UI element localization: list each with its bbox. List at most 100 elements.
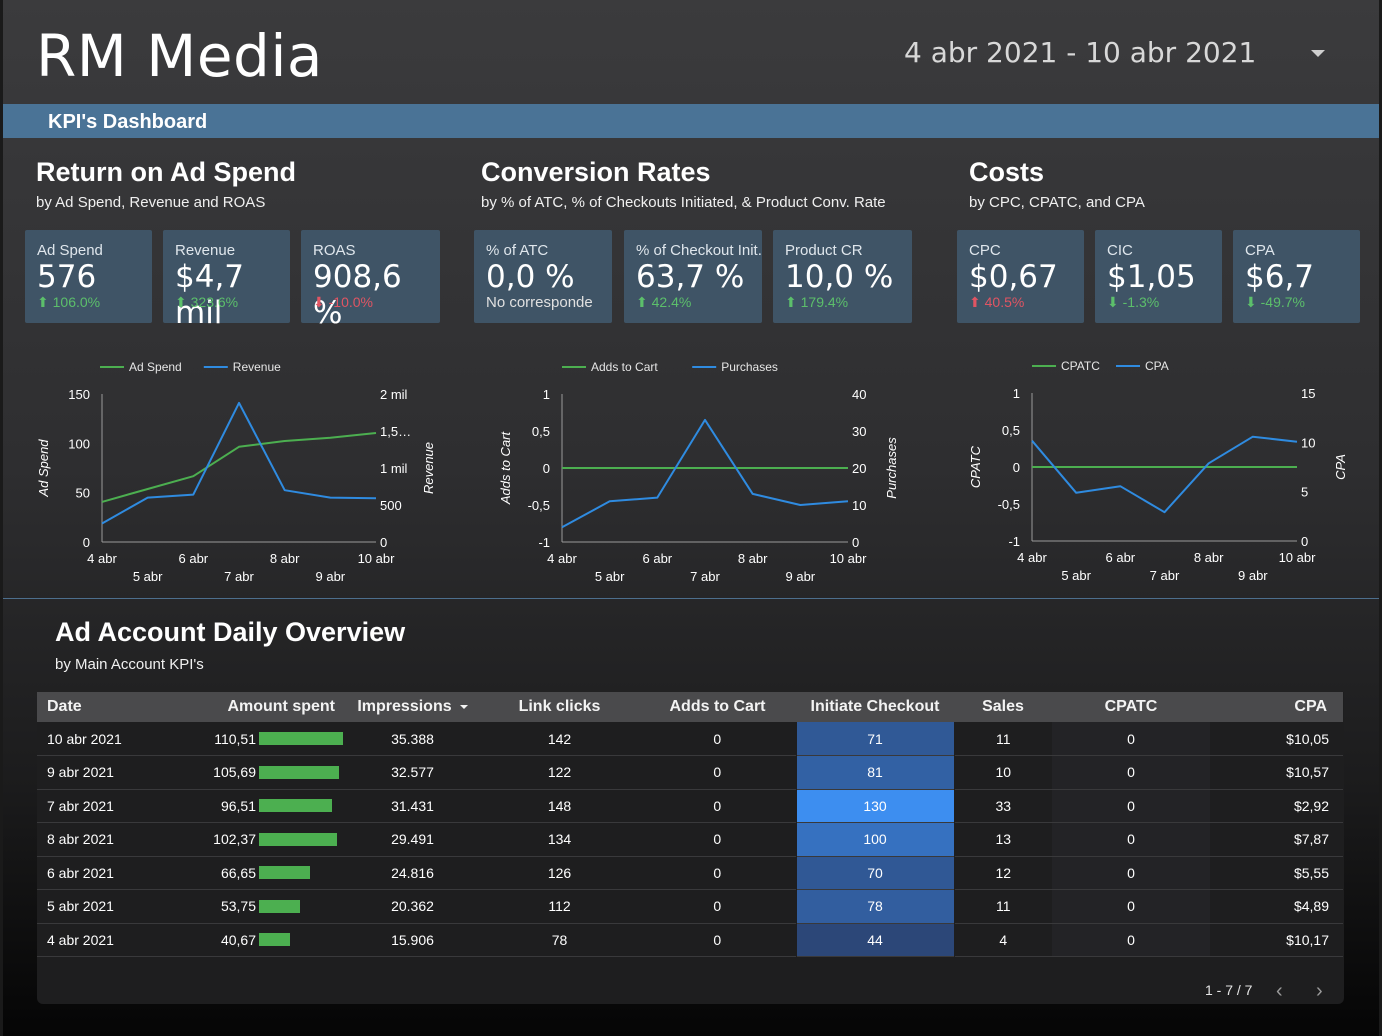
- scorecard-delta: ⬆ 323.6%: [175, 294, 239, 310]
- cell-amount-spent: 110,51: [173, 722, 345, 756]
- cell-impressions: 24.816: [391, 864, 434, 881]
- cell-date: 4 abr 2021: [47, 931, 114, 948]
- y-tick-label: 0: [83, 535, 90, 550]
- x-tick-label: 5 abr: [1061, 568, 1091, 583]
- cell-cpa: $10,57: [1286, 764, 1329, 781]
- column-header-impressions-label: Impressions: [357, 698, 452, 715]
- table-row: 6 abr 2021 66,65 24.816 126 0 70 12 0 $5,55: [37, 856, 1343, 890]
- scorecard-delta: ⬆ 42.4%: [636, 294, 692, 310]
- column-header-date[interactable]: Date: [47, 698, 82, 715]
- x-tick-label: 4 abr: [1017, 550, 1047, 565]
- cell-link-clicks: 112: [548, 898, 571, 915]
- costs-section-subtitle: by CPC, CPATC, and CPA: [969, 194, 1145, 211]
- column-header-link-clicks[interactable]: Link clicks: [518, 698, 601, 715]
- cell-amount-spent: 102,37: [173, 823, 345, 857]
- scorecard-value: 63,7 %: [636, 259, 745, 295]
- cell-sales: 33: [995, 797, 1012, 814]
- cell-sales: 12: [995, 864, 1012, 881]
- cell-initiate-checkout: 81: [795, 755, 955, 789]
- scorecard-label: CIC: [1107, 242, 1133, 259]
- x-tick-label: 7 abr: [224, 569, 254, 584]
- chevron-down-icon[interactable]: [1311, 50, 1325, 57]
- cell-amount-spent: 96,51: [173, 789, 345, 823]
- column-header-cpatc[interactable]: CPATC: [1104, 698, 1158, 715]
- column-header-initiate-checkout[interactable]: Initiate Checkout: [810, 698, 940, 715]
- scorecard-pct-atc: % of ATC 0,0 % No corresponde: [474, 230, 612, 323]
- x-tick-label: 5 abr: [133, 569, 163, 584]
- scorecard-delta: ⬇ -1.3%: [1107, 294, 1160, 310]
- chevron-right-icon[interactable]: ›: [1316, 980, 1323, 1002]
- cell-initiate-checkout: 130: [795, 789, 955, 823]
- column-header-amount-spent[interactable]: Amount spent: [227, 698, 335, 715]
- column-header-cpa[interactable]: CPA: [1294, 698, 1327, 715]
- scorecard-delta: No corresponde: [486, 294, 593, 311]
- cell-impressions: 15.906: [391, 931, 434, 948]
- column-header-sales[interactable]: Sales: [982, 698, 1024, 715]
- scorecard-label: Ad Spend: [37, 242, 103, 259]
- cell-amount-spent: 105,69: [173, 756, 345, 790]
- cell-cpatc: 0: [1052, 822, 1210, 856]
- cell-amount-spent: 40,67: [173, 923, 345, 957]
- amount-bar: [259, 732, 343, 745]
- chevron-left-icon[interactable]: ‹: [1276, 980, 1283, 1002]
- column-header-adds-to-cart[interactable]: Adds to Cart: [669, 698, 766, 715]
- x-tick-label: 10 abr: [830, 551, 868, 566]
- amount-bar: [259, 832, 337, 846]
- y2-axis-title: CPA: [1333, 454, 1348, 480]
- y2-tick-label: 0: [1301, 534, 1308, 549]
- scorecard-value: 576: [37, 259, 97, 295]
- y-tick-label: -1: [1008, 534, 1020, 549]
- pagination-label: 1 - 7 / 7: [1205, 982, 1253, 998]
- scorecard-delta: ⬇ -49.7%: [1245, 294, 1305, 310]
- y-tick-label: 1: [1013, 386, 1020, 401]
- cell-adds-to-cart: 0: [713, 831, 722, 848]
- scorecard-ad-spend: Ad Spend 576 ⬆ 106.0%: [25, 230, 152, 323]
- scorecard-delta: ⬇ -10.0%: [313, 294, 373, 310]
- x-tick-label: 4 abr: [547, 551, 577, 566]
- cell-initiate-checkout: 71: [795, 722, 955, 756]
- cell-adds-to-cart: 0: [713, 931, 722, 948]
- kpi-banner: KPI's Dashboard: [3, 104, 1379, 138]
- series-line-revenue: [101, 401, 377, 525]
- cell-date: 10 abr 2021: [47, 730, 122, 747]
- table-row: 7 abr 2021 96,51 31.431 148 0 130 33 0 $2,92: [37, 789, 1343, 823]
- cell-adds-to-cart: 0: [713, 864, 722, 881]
- amount-bar: [259, 899, 300, 913]
- legend-label: Adds to Cart: [591, 360, 658, 374]
- y2-tick-label: 15: [1301, 386, 1315, 401]
- table-header-row: Date Amount spent Impressions Link click…: [37, 692, 1343, 722]
- y-tick-label: 100: [68, 436, 90, 451]
- scorecard-cpc: CPC $0,67 ⬆ 40.5%: [957, 230, 1084, 323]
- y-tick-label: 0,5: [532, 424, 550, 439]
- column-header-impressions[interactable]: Impressions: [345, 692, 480, 722]
- cell-date: 6 abr 2021: [47, 864, 114, 881]
- cell-date: 5 abr 2021: [47, 898, 114, 915]
- scorecard-value: $4,7 mil: [175, 259, 245, 331]
- cell-impressions: 35.388: [391, 730, 434, 747]
- cell-adds-to-cart: 0: [713, 730, 722, 747]
- amount-bar: [259, 799, 332, 813]
- series-line-ad-spend: [101, 432, 377, 503]
- cell-cpa: $10,17: [1286, 931, 1329, 948]
- scorecard-delta: ⬆ 40.5%: [969, 294, 1025, 310]
- series-line-purchases: [561, 418, 849, 529]
- x-tick-label: 6 abr: [179, 551, 209, 566]
- sort-desc-icon: [459, 704, 468, 709]
- table-row: 8 abr 2021 102,37 29.491 134 0 100 13 0 $7,87: [37, 822, 1343, 857]
- cell-amount-text: 53,75: [220, 898, 256, 915]
- cell-cpatc: 0: [1052, 856, 1210, 890]
- cell-adds-to-cart: 0: [713, 898, 722, 915]
- roas-section-subtitle: by Ad Spend, Revenue and ROAS: [36, 194, 266, 211]
- cell-cpa: $10,05: [1286, 730, 1329, 747]
- cell-link-clicks: 78: [551, 931, 568, 948]
- cell-sales: 4: [999, 931, 1008, 948]
- y-tick-label: 0: [1013, 460, 1020, 475]
- scorecard-value: 908,6 %: [313, 259, 402, 331]
- y2-tick-label: 5: [1301, 485, 1308, 500]
- scorecard-value: $1,05: [1107, 259, 1196, 295]
- date-range-picker[interactable]: 4 abr 2021 - 10 abr 2021: [904, 36, 1257, 69]
- scorecard-label: % of ATC: [486, 242, 549, 259]
- scorecard-label: CPA: [1245, 242, 1275, 259]
- scorecard-label: ROAS: [313, 242, 356, 259]
